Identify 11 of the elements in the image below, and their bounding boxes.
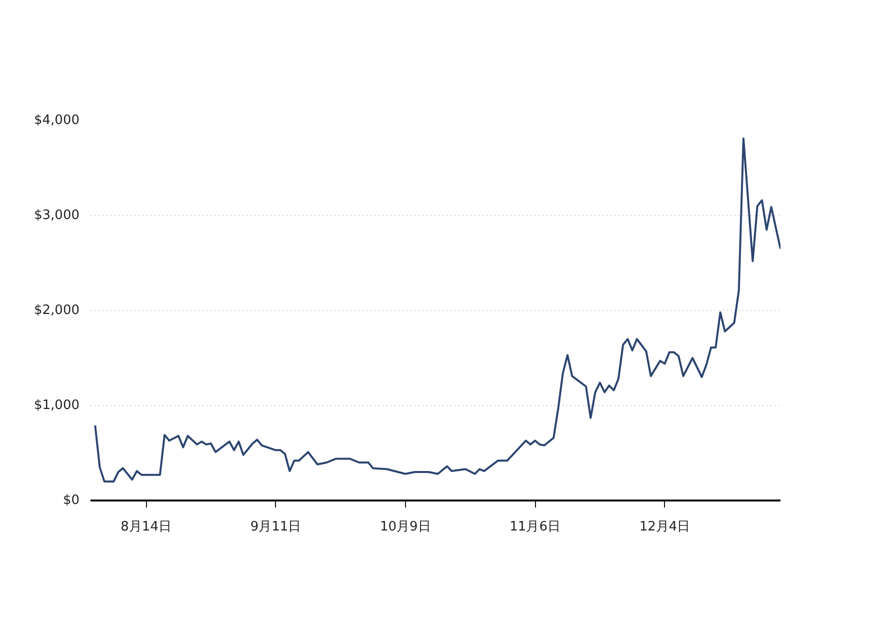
y-tick-label: $0	[62, 493, 80, 508]
y-tick-label: $2,000	[34, 303, 80, 318]
x-tick-label: 11月6日	[510, 520, 560, 534]
x-tick-label: 12月4日	[639, 520, 690, 534]
y-tick-label: $3,000	[34, 208, 80, 223]
x-tick-label: 9月11日	[250, 520, 302, 534]
y-tick-label: $1,000	[34, 398, 80, 413]
y-tick-label: $4,000	[34, 113, 80, 128]
x-tick-label: 10月9日	[380, 520, 431, 534]
line-series	[94, 138, 780, 482]
x-tick-label: 8月14日	[120, 520, 172, 534]
